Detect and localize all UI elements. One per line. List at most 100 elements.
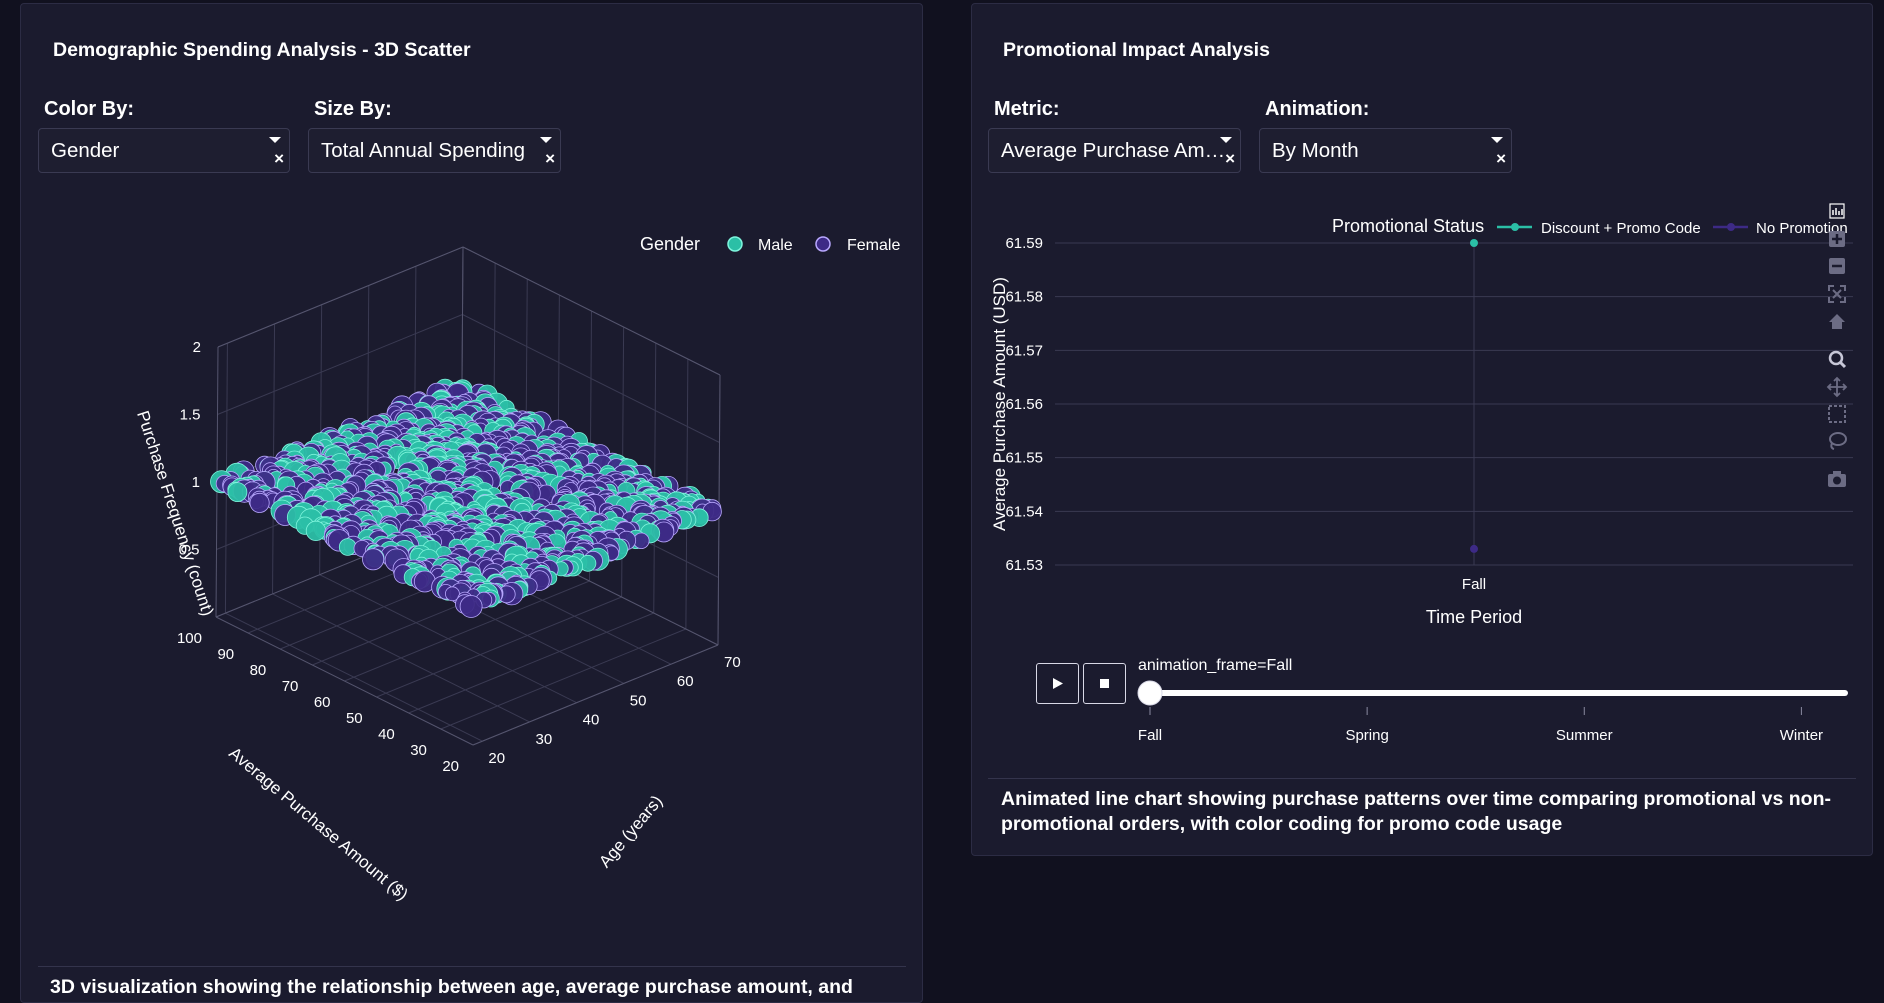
play-button[interactable] xyxy=(1036,663,1079,704)
autoscale-icon[interactable] xyxy=(1826,283,1848,305)
x-tick-label: 30 xyxy=(536,731,553,748)
point-female xyxy=(444,586,460,602)
axis-line xyxy=(462,246,721,376)
animation-slider[interactable]: Fall Spring Summer Winter xyxy=(1130,676,1860,746)
point-female xyxy=(459,595,483,618)
legend-swatch-female[interactable] xyxy=(815,236,831,252)
x-tick-label: 70 xyxy=(724,654,741,671)
scatter-3d-chart[interactable]: 20 30 40 50 60 70 20 30 40 50 60 70 80 90 100 0.5 1 1.5 2 A… xyxy=(20,190,920,940)
clear-icon[interactable]: × xyxy=(1496,149,1506,168)
demographic-panel: Demographic Spending Analysis - 3D Scatt… xyxy=(20,3,923,1003)
description-line: promotional orders, with color coding fo… xyxy=(1001,813,1563,835)
axis-line xyxy=(472,644,719,746)
y-tick-label: 60 xyxy=(314,694,331,711)
series-point[interactable] xyxy=(1470,544,1478,553)
play-icon xyxy=(1053,678,1063,689)
y-tick-label: 61.56 xyxy=(1005,396,1043,413)
x-axis-title: Time Period xyxy=(1426,607,1522,627)
color-by-value: Gender xyxy=(51,139,120,162)
size-by-dropdown[interactable]: Total Annual Spending × xyxy=(308,128,561,173)
zoom-out-icon[interactable] xyxy=(1826,255,1848,277)
grid-line xyxy=(376,596,622,698)
grid-line xyxy=(440,628,687,730)
y-tick-label: 90 xyxy=(217,646,234,663)
y-tick-label: 80 xyxy=(250,662,267,679)
legend: Promotional Status Discount + Promo Code N… xyxy=(1332,216,1848,237)
axis-text: 61.53 61.54 61.55 61.56 61.57 61.58 61.59 Fall T… xyxy=(990,235,1522,627)
axis-line xyxy=(217,246,464,348)
camera-icon[interactable] xyxy=(1826,468,1848,490)
slider-step-label[interactable]: Spring xyxy=(1345,727,1388,744)
z-tick-label: 2 xyxy=(193,339,201,356)
clear-icon[interactable]: × xyxy=(1225,149,1235,168)
legend: Gender Male Female xyxy=(640,234,900,254)
chart-description: Animated line chart showing purchase pat… xyxy=(1001,787,1831,837)
panel-title: Demographic Spending Analysis - 3D Scatt… xyxy=(53,39,471,61)
y-axis-title: Average Purchase Amount ($) xyxy=(225,743,411,904)
grid-line xyxy=(462,314,720,443)
grid xyxy=(1055,242,1853,566)
grid-line xyxy=(408,612,654,714)
legend-label[interactable]: Female xyxy=(847,237,900,254)
y-axis-title: Average Purchase Amount (USD) xyxy=(990,277,1009,531)
y-tick-label: 61.57 xyxy=(1005,342,1043,359)
box-select-icon[interactable] xyxy=(1826,403,1848,425)
legend-label[interactable]: Male xyxy=(758,237,793,254)
x-tick-label: 50 xyxy=(630,692,647,709)
clear-icon[interactable]: × xyxy=(545,149,555,168)
y-tick-label: 70 xyxy=(282,678,299,695)
animation-dropdown[interactable]: By Month × xyxy=(1259,128,1512,173)
y-tick-label: 40 xyxy=(378,726,395,743)
x-tick-label: 20 xyxy=(488,750,505,767)
y-tick-label: 61.58 xyxy=(1005,289,1043,306)
home-icon[interactable] xyxy=(1826,310,1848,332)
grid-line xyxy=(217,314,463,415)
divider xyxy=(988,778,1856,779)
point-female xyxy=(362,548,385,571)
chevron-down-icon[interactable] xyxy=(1217,132,1235,148)
animation-label: Animation: xyxy=(1265,98,1370,120)
slider-step-label[interactable]: Summer xyxy=(1556,727,1613,744)
legend-label[interactable]: No Promotion xyxy=(1756,220,1848,237)
stop-button[interactable] xyxy=(1083,663,1126,704)
x-tick-label: Fall xyxy=(1462,576,1486,593)
z-tick-label: 1.5 xyxy=(180,407,201,424)
metric-value: Average Purchase Amount (USD) xyxy=(1001,139,1226,162)
metric-dropdown[interactable]: Average Purchase Amount (USD) × xyxy=(988,128,1241,173)
legend-swatch[interactable] xyxy=(1727,223,1735,231)
legend-swatch[interactable] xyxy=(1511,223,1519,231)
point-male xyxy=(227,482,248,503)
slider-step-label[interactable]: Winter xyxy=(1780,727,1823,744)
slider-handle[interactable] xyxy=(1137,680,1163,706)
legend-label[interactable]: Discount + Promo Code xyxy=(1541,220,1701,237)
plotly-logo-icon[interactable] xyxy=(1826,200,1848,222)
y-tick-label: 30 xyxy=(410,742,427,759)
y-tick-label: 100 xyxy=(177,630,202,647)
color-by-dropdown[interactable]: Gender × xyxy=(38,128,290,173)
zoom-icon[interactable] xyxy=(1826,348,1848,370)
lasso-select-icon[interactable] xyxy=(1826,430,1848,452)
x-tick-label: 60 xyxy=(677,673,694,690)
y-tick-label: 61.54 xyxy=(1005,503,1043,520)
legend-swatch-male[interactable] xyxy=(727,236,743,252)
chevron-down-icon[interactable] xyxy=(266,132,284,148)
slider-current-label: animation_frame=Fall xyxy=(1138,657,1293,674)
series-point[interactable] xyxy=(1470,239,1478,247)
zoom-in-icon[interactable] xyxy=(1826,228,1848,250)
axis-line xyxy=(215,616,474,746)
point-male xyxy=(338,538,357,556)
promotional-panel: Promotional Impact Analysis Metric: Aver… xyxy=(971,3,1873,856)
slider-step-label[interactable]: Fall xyxy=(1138,727,1162,744)
grid-line xyxy=(344,580,590,682)
chevron-down-icon[interactable] xyxy=(1488,132,1506,148)
clear-icon[interactable]: × xyxy=(274,149,284,168)
y-tick-label: 61.55 xyxy=(1005,450,1043,467)
chevron-down-icon[interactable] xyxy=(537,132,555,148)
x-axis-title: Age (years) xyxy=(595,792,666,872)
pan-icon[interactable] xyxy=(1826,376,1848,398)
promo-line-chart[interactable]: 61.53 61.54 61.55 61.56 61.57 61.58 61.59 Fall T… xyxy=(985,200,1855,630)
size-by-label: Size By: xyxy=(314,98,392,120)
legend-title: Gender xyxy=(640,234,700,254)
z-tick-label: 1 xyxy=(192,474,200,491)
z-axis-title: Purchase Frequency (count) xyxy=(133,408,217,618)
